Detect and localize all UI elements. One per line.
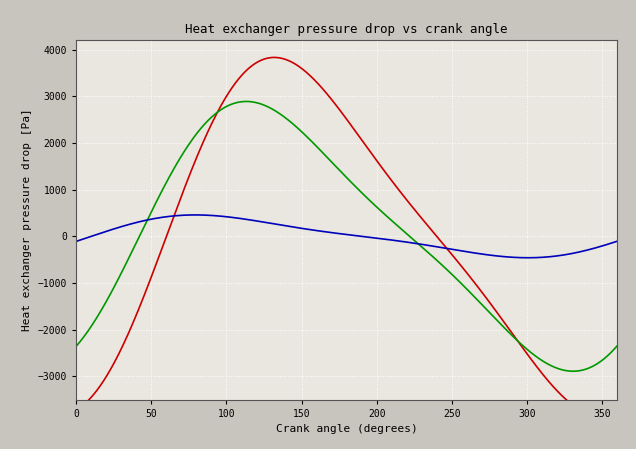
Y-axis label: Heat exchanger pressure drop [Pa]: Heat exchanger pressure drop [Pa] [22, 109, 32, 331]
Title: Heat exchanger pressure drop vs crank angle: Heat exchanger pressure drop vs crank an… [185, 23, 508, 36]
X-axis label: Crank angle (degrees): Crank angle (degrees) [276, 424, 417, 434]
